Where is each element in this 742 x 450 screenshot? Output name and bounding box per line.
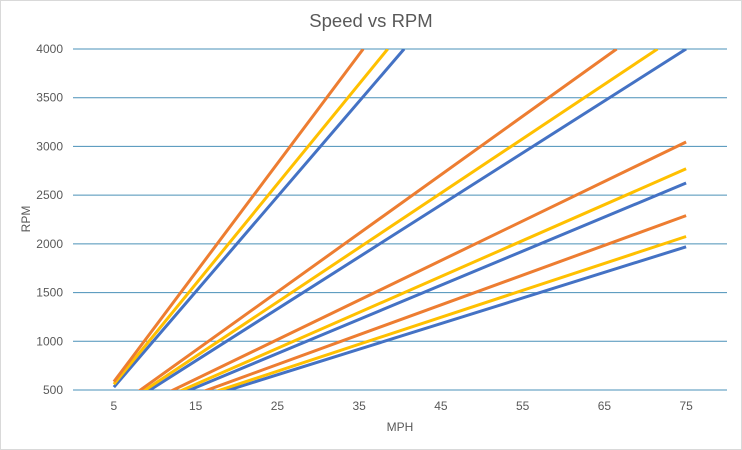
series-line-4 [147, 49, 687, 390]
series-line-12 [203, 214, 687, 390]
y-tick-label: 2500 [36, 188, 63, 202]
y-tick-label: 4000 [36, 42, 63, 56]
series-line-3 [112, 49, 365, 383]
series-line-5 [142, 49, 659, 390]
x-axis-ticks: 5 15 25 35 45 55 65 75 [111, 399, 694, 413]
y-axis-label: RPM [19, 206, 33, 233]
x-axis-label: MPH [387, 420, 414, 434]
x-tick-label: 25 [271, 399, 285, 413]
x-tick-label: 45 [434, 399, 448, 413]
y-axis-ticks: 500 1000 1500 2000 2500 3000 3500 4000 [36, 42, 63, 397]
x-tick-label: 35 [352, 399, 366, 413]
series-line-8 [178, 167, 687, 390]
chart-title: Speed vs RPM [309, 10, 432, 31]
series-line-11 [215, 235, 687, 390]
series-line-10 [223, 245, 687, 390]
y-tick-label: 3500 [36, 91, 63, 105]
y-tick-label: 3000 [36, 139, 63, 153]
series-lines [112, 49, 687, 390]
series-line-1 [112, 49, 406, 389]
series-line-9 [169, 140, 687, 390]
x-tick-label: 55 [516, 399, 530, 413]
series-line-2 [112, 49, 389, 386]
y-tick-label: 500 [43, 383, 63, 397]
y-tick-label: 1500 [36, 286, 63, 300]
series-line-7 [185, 181, 687, 390]
y-tick-label: 1000 [36, 334, 63, 348]
x-tick-label: 5 [111, 399, 118, 413]
x-tick-label: 15 [189, 399, 203, 413]
y-tick-label: 2000 [36, 237, 63, 251]
series-line-6 [137, 49, 618, 390]
x-tick-label: 65 [598, 399, 612, 413]
x-tick-label: 75 [679, 399, 693, 413]
